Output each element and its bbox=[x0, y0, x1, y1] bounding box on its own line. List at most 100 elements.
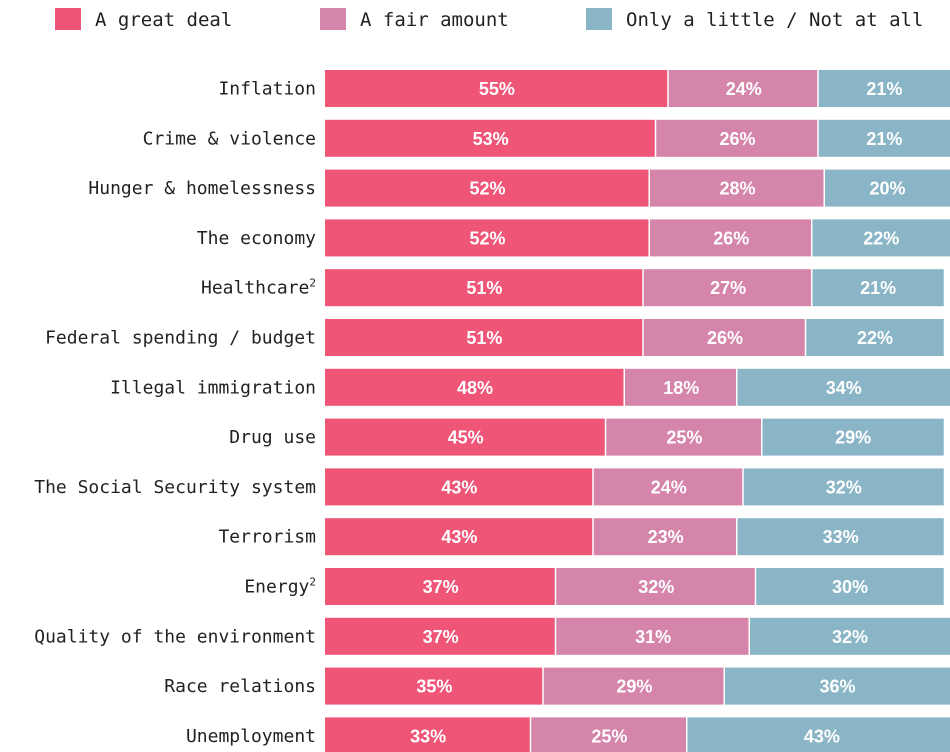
bar-segment-a-fair-amount bbox=[643, 319, 805, 356]
legend-swatch-only-a-little-not-at-all bbox=[586, 8, 612, 30]
value-label: 24% bbox=[726, 79, 762, 99]
bar-rows: Inflation 55% 24% 21% Crime & violence 53% 26%… bbox=[34, 70, 950, 752]
bar-segment-a-fair-amount bbox=[593, 468, 743, 506]
bar-segment-a-great-deal bbox=[325, 468, 593, 506]
value-label: 51% bbox=[466, 328, 502, 348]
bar-segment-only-a-little-not-at-all bbox=[818, 70, 950, 107]
value-label: 37% bbox=[423, 627, 459, 647]
bar-segment-a-great-deal bbox=[325, 169, 649, 207]
value-label: 45% bbox=[448, 428, 484, 448]
bar-row: Drug use 45% 25% 29% bbox=[229, 418, 944, 456]
bar-segment-a-fair-amount bbox=[606, 418, 761, 456]
bar-segment-a-great-deal bbox=[325, 568, 555, 605]
bar-segment-a-great-deal bbox=[325, 418, 605, 456]
bar-segment-a-fair-amount bbox=[643, 269, 811, 307]
bar-segment-a-fair-amount bbox=[650, 219, 811, 257]
bar-row: Illegal immigration 48% 18% 34% bbox=[110, 368, 950, 406]
bar-row: Quality of the environment 37% 31% 32% bbox=[34, 617, 950, 655]
value-label: 21% bbox=[866, 79, 902, 99]
bar-segment-only-a-little-not-at-all bbox=[737, 368, 950, 406]
value-label: 43% bbox=[441, 477, 477, 497]
value-label: 23% bbox=[648, 527, 684, 547]
value-label: 32% bbox=[832, 627, 868, 647]
value-label: 53% bbox=[473, 129, 509, 149]
value-label: 20% bbox=[869, 179, 905, 199]
bar-row: Unemployment 33% 25% 43% bbox=[186, 717, 950, 752]
bar-row: Healthcare2 51% 27% 21% bbox=[201, 269, 944, 307]
footnote-marker: 2 bbox=[309, 576, 316, 589]
bar-segment-only-a-little-not-at-all bbox=[818, 119, 950, 157]
value-label: 21% bbox=[860, 278, 896, 298]
bar-segment-a-fair-amount bbox=[556, 568, 755, 605]
value-label: 51% bbox=[466, 278, 502, 298]
value-label: 43% bbox=[804, 726, 840, 746]
value-label: 30% bbox=[832, 577, 868, 597]
bar-segment-a-great-deal bbox=[325, 518, 593, 556]
bar-segment-only-a-little-not-at-all bbox=[806, 319, 944, 356]
bar-segment-a-great-deal bbox=[325, 368, 624, 406]
bar-row: Terrorism 43% 23% 33% bbox=[218, 518, 944, 556]
bar-segment-only-a-little-not-at-all bbox=[725, 667, 950, 705]
value-label: 36% bbox=[819, 677, 855, 697]
category-label: Federal spending / budget bbox=[45, 328, 316, 349]
value-label: 34% bbox=[826, 378, 862, 398]
value-label: 52% bbox=[469, 179, 505, 199]
bar-segment-only-a-little-not-at-all bbox=[756, 568, 944, 605]
value-label: 18% bbox=[663, 378, 699, 398]
bar-segment-only-a-little-not-at-all bbox=[687, 717, 950, 752]
bar-segment-a-fair-amount bbox=[593, 518, 736, 556]
value-label: 43% bbox=[441, 527, 477, 547]
category-label: Illegal immigration bbox=[110, 377, 316, 398]
bar-row: The economy 52% 26% 22% bbox=[197, 219, 950, 257]
bar-row: Energy2 37% 32% 30% bbox=[244, 568, 944, 605]
value-label: 37% bbox=[423, 577, 459, 597]
bar-row: Hunger & homelessness 52% 28% 20% bbox=[88, 169, 950, 207]
bar-segment-a-fair-amount bbox=[543, 667, 724, 705]
value-label: 33% bbox=[410, 726, 446, 746]
value-label: 48% bbox=[457, 378, 493, 398]
bar-segment-only-a-little-not-at-all bbox=[762, 418, 944, 456]
category-label: Hunger & homelessness bbox=[88, 178, 316, 199]
bar-segment-a-great-deal bbox=[325, 319, 643, 356]
bar-segment-only-a-little-not-at-all bbox=[750, 617, 950, 655]
value-label: 27% bbox=[710, 278, 746, 298]
bar-segment-a-great-deal bbox=[325, 617, 555, 655]
category-label: Terrorism bbox=[218, 527, 316, 548]
value-label: 35% bbox=[416, 677, 452, 697]
bar-row: Race relations 35% 29% 36% bbox=[164, 667, 950, 705]
legend-label-a-great-deal: A great deal bbox=[95, 9, 232, 31]
value-label: 33% bbox=[823, 527, 859, 547]
value-label: 32% bbox=[638, 577, 674, 597]
bar-segment-a-fair-amount bbox=[556, 617, 749, 655]
value-label: 25% bbox=[591, 726, 627, 746]
value-label: 25% bbox=[666, 428, 702, 448]
bar-segment-only-a-little-not-at-all bbox=[737, 518, 944, 556]
category-label: Healthcare2 bbox=[201, 277, 316, 299]
category-label: Inflation bbox=[218, 79, 316, 100]
bar-segment-a-great-deal bbox=[325, 119, 655, 157]
value-label: 22% bbox=[857, 328, 893, 348]
value-label: 24% bbox=[651, 477, 687, 497]
bar-segment-a-fair-amount bbox=[668, 70, 818, 107]
footnote-marker: 2 bbox=[309, 277, 316, 290]
bar-segment-a-great-deal bbox=[325, 70, 668, 107]
bar-row: Federal spending / budget 51% 26% 22% bbox=[45, 319, 944, 356]
value-label: 26% bbox=[713, 228, 749, 248]
bar-segment-a-fair-amount bbox=[656, 119, 818, 157]
bar-segment-only-a-little-not-at-all bbox=[825, 169, 950, 207]
value-label: 29% bbox=[835, 428, 871, 448]
value-label: 28% bbox=[719, 179, 755, 199]
category-label: The economy bbox=[197, 228, 316, 249]
value-label: 52% bbox=[469, 228, 505, 248]
value-label: 32% bbox=[826, 477, 862, 497]
bar-segment-a-great-deal bbox=[325, 219, 649, 257]
bar-row: Crime & violence 53% 26% 21% bbox=[143, 119, 950, 157]
legend: A great deal A fair amount Only a little /… bbox=[55, 8, 923, 31]
category-label: Energy2 bbox=[244, 576, 316, 598]
category-label: The Social Security system bbox=[34, 477, 316, 498]
bar-row: The Social Security system 43% 24% 32% bbox=[34, 468, 944, 506]
value-label: 21% bbox=[866, 129, 902, 149]
bar-segment-a-fair-amount bbox=[650, 169, 824, 207]
bar-segment-a-fair-amount bbox=[531, 717, 686, 752]
